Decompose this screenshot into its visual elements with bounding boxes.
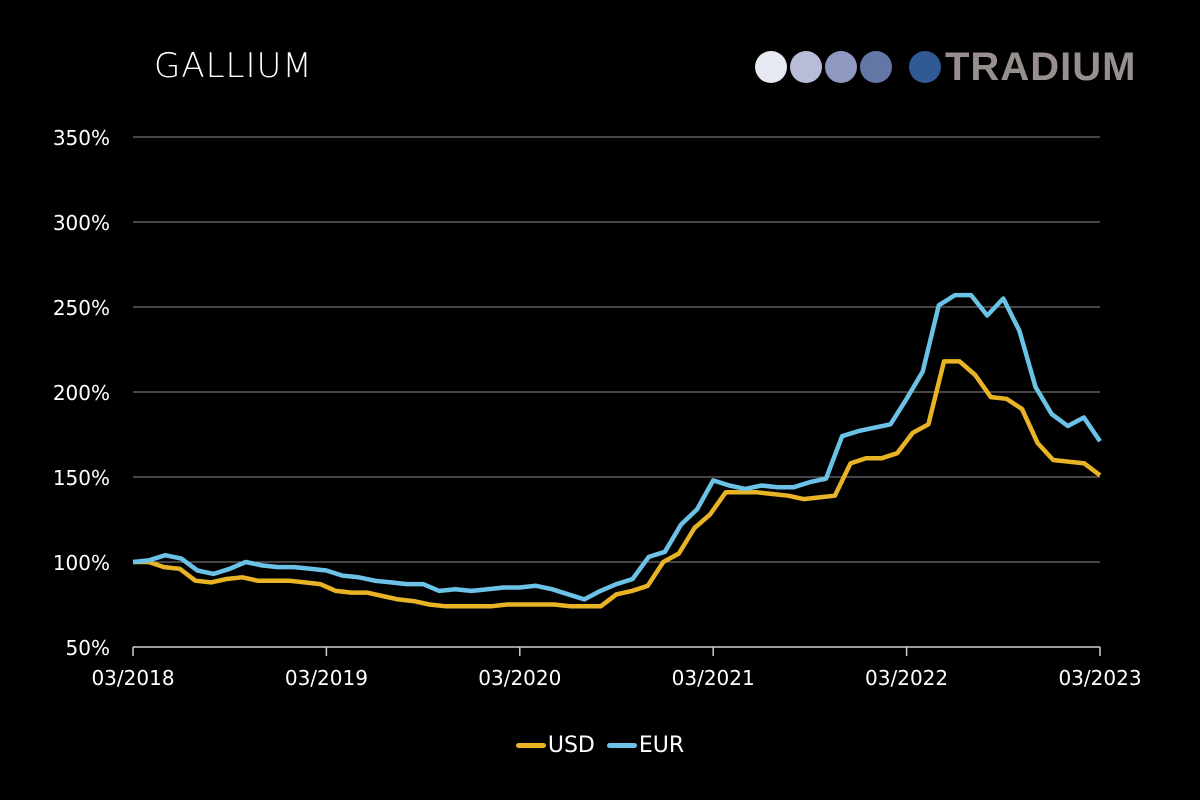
chart-title: GALLIUM xyxy=(154,46,313,86)
y-tick-label: 300% xyxy=(53,211,110,235)
logo-dot-icon xyxy=(860,51,892,83)
x-tick-label: 03/2020 xyxy=(478,666,561,690)
series-line-eur xyxy=(132,292,1102,602)
usd-swatch-icon xyxy=(515,743,546,748)
legend-label: EUR xyxy=(638,733,685,758)
x-tick-label: 03/2018 xyxy=(91,666,174,690)
logo-text: TRADIUM xyxy=(945,44,1137,89)
x-tick-label: 03/2021 xyxy=(672,666,755,690)
y-tick-label: 200% xyxy=(53,381,110,405)
legend-label: USD xyxy=(547,733,595,758)
x-tick-label: 03/2019 xyxy=(285,666,368,690)
legend-item-eur: EUR xyxy=(606,733,685,758)
y-tick-label: 50% xyxy=(66,636,110,660)
legend: USD EUR xyxy=(0,733,1200,758)
logo-dot-icon xyxy=(790,51,822,83)
y-tick-label: 250% xyxy=(53,296,110,320)
logo-dot-icon xyxy=(825,51,857,83)
x-tick-label: 03/2023 xyxy=(1058,666,1141,690)
logo-dot-icon xyxy=(909,51,941,83)
y-tick-label: 100% xyxy=(53,551,110,575)
x-tick-label: 03/2022 xyxy=(865,666,948,690)
y-tick-label: 150% xyxy=(53,466,110,490)
series-line-usd xyxy=(133,359,1102,609)
legend-item-usd: USD xyxy=(515,733,595,758)
logo-dot-icon xyxy=(755,51,787,83)
eur-swatch-icon xyxy=(606,743,637,748)
tradium-logo: TRADIUM xyxy=(755,45,1136,89)
y-tick-label: 350% xyxy=(53,126,110,150)
